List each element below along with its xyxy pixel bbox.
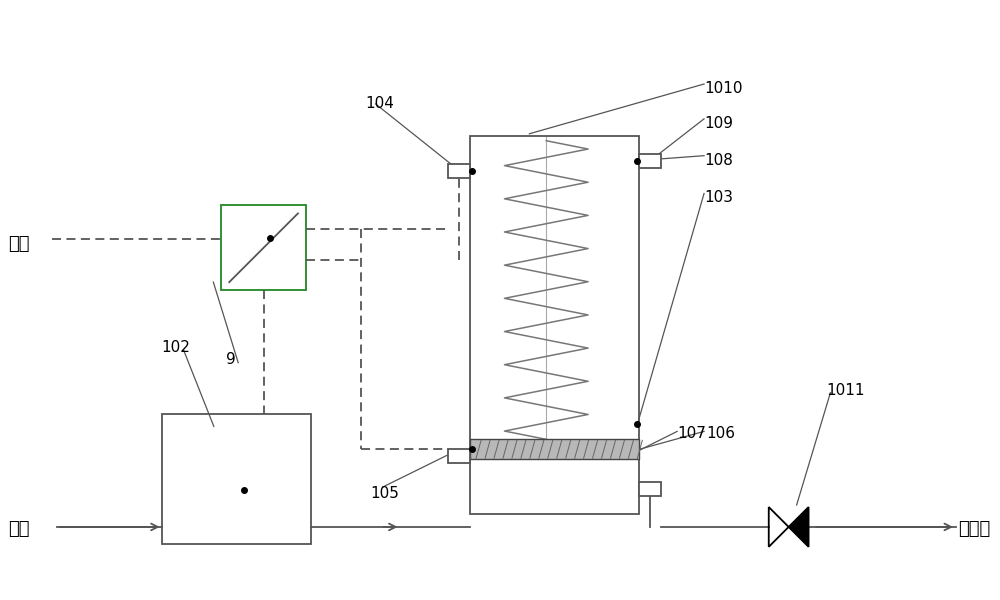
Text: 水源: 水源 [8, 520, 30, 538]
Text: 气源: 气源 [8, 235, 30, 253]
Text: 103: 103 [704, 190, 733, 205]
Text: 用水点: 用水点 [958, 520, 990, 538]
Bar [470, 136, 639, 514]
Bar [639, 482, 661, 496]
Bar [448, 164, 470, 178]
Text: 108: 108 [704, 152, 733, 167]
Text: 106: 106 [706, 427, 735, 442]
Text: 109: 109 [704, 116, 733, 131]
Text: 1011: 1011 [826, 383, 865, 398]
Bar [639, 154, 661, 167]
Text: 102: 102 [162, 340, 190, 355]
Polygon shape [789, 507, 809, 547]
Bar [221, 205, 306, 290]
Bar [470, 439, 639, 459]
Bar [162, 415, 311, 544]
Text: 1010: 1010 [704, 81, 743, 96]
Text: 107: 107 [677, 427, 706, 442]
Bar [448, 449, 470, 463]
Text: 104: 104 [366, 96, 395, 111]
Text: 105: 105 [371, 486, 399, 501]
Text: 9: 9 [226, 352, 236, 367]
